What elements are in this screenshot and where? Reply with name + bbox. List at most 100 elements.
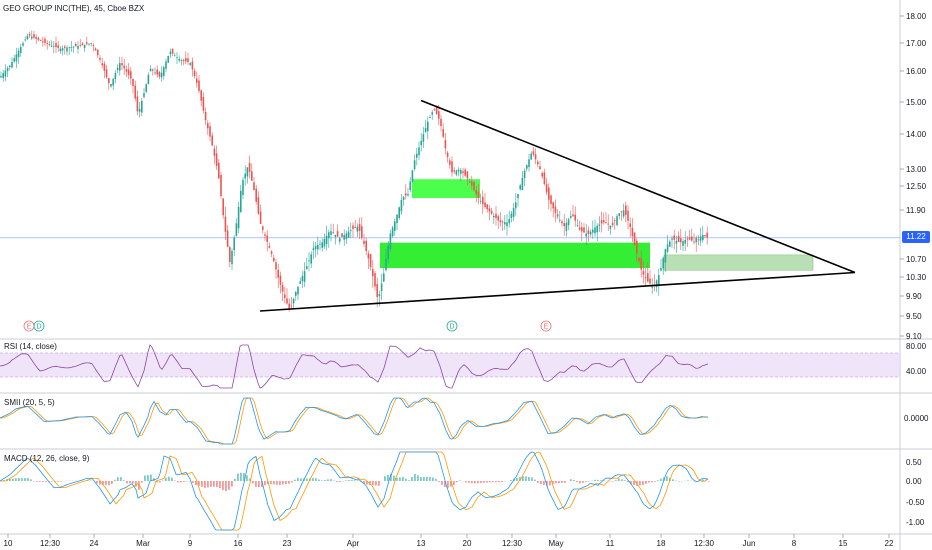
candle-body — [314, 245, 317, 250]
candle-body — [603, 220, 605, 223]
macd-histogram-bar — [105, 481, 107, 486]
time-axis[interactable]: 10 12:30 24 Mar 9 16 23 Apr 13 20 12:30 May 11 18 12:3… — [4, 534, 894, 548]
macd-histogram-bar — [129, 481, 131, 484]
candle-body — [123, 65, 125, 69]
candle-body — [477, 191, 480, 198]
candle-body — [152, 69, 154, 71]
time-tick-label: 16 — [234, 539, 243, 548]
candle-body — [479, 200, 482, 202]
candle-body — [213, 148, 216, 156]
time-tick-label: 15 — [839, 539, 848, 548]
rsi-tick-label: 80.00 — [906, 342, 927, 351]
candle-body — [198, 80, 200, 91]
event-label: E — [544, 324, 549, 331]
macd-histogram-bar — [375, 481, 377, 486]
candle-body — [358, 224, 361, 231]
macd-histogram-bar — [477, 481, 479, 484]
macd-histogram-bar — [312, 478, 314, 481]
candle-body — [631, 227, 634, 237]
macd-histogram-bar — [255, 481, 257, 487]
candle-body — [187, 58, 189, 63]
candle-body — [308, 260, 310, 262]
candle-body — [508, 219, 510, 224]
macd-histogram-bar — [264, 481, 266, 486]
macd-histogram-bar — [147, 475, 149, 481]
candle-body — [70, 47, 73, 48]
price-axis[interactable]: 18.00 17.00 16.00 15.00 14.00 13.00 12.50 11.90… — [900, 12, 927, 341]
candle-body — [530, 153, 532, 160]
macd-histogram-bar — [708, 481, 710, 482]
macd-histogram-bar — [603, 480, 605, 481]
macd-histogram-bar — [465, 481, 467, 483]
candle-body — [636, 240, 638, 254]
macd-histogram-bar — [687, 480, 689, 481]
candle-body — [616, 216, 618, 225]
macd-histogram-bar — [615, 480, 617, 481]
candle-body — [598, 224, 601, 226]
candle-body — [504, 222, 506, 225]
candle-body — [532, 151, 535, 155]
candle-body — [77, 46, 79, 49]
candle-body — [607, 223, 609, 225]
time-tick-label: Mar — [136, 539, 150, 548]
candle-body — [545, 184, 548, 193]
candle-body — [691, 236, 693, 241]
candle-body — [702, 234, 704, 241]
macd-histogram-bar — [207, 481, 209, 488]
candle-body — [33, 34, 35, 38]
candle-body — [618, 213, 620, 217]
candle-body — [138, 108, 141, 112]
candle-body — [17, 50, 20, 58]
candle-body — [394, 221, 396, 231]
macd-histogram-bar — [561, 481, 563, 483]
macd-histogram-bar — [210, 481, 212, 487]
smi-line — [0, 397, 709, 445]
candle-body — [680, 238, 682, 243]
candle-body — [686, 238, 689, 240]
candle-body — [61, 48, 64, 51]
macd-histogram-bar — [540, 481, 542, 484]
macd-histogram-bar — [57, 481, 59, 482]
candle-body — [286, 298, 288, 304]
macd-histogram-bar — [24, 478, 26, 481]
candle-body — [220, 174, 222, 196]
candle-body — [633, 232, 636, 246]
lower-trendline — [259, 271, 856, 312]
candle-body — [55, 43, 57, 48]
macd-histogram-bar — [177, 481, 179, 483]
candle-body — [354, 227, 356, 228]
candle-body — [600, 220, 603, 224]
candle-body — [550, 195, 552, 204]
candle-body — [554, 206, 557, 213]
macd-histogram-bar — [522, 476, 524, 481]
candle-body — [684, 240, 686, 244]
candle-body — [42, 41, 44, 43]
macd-label[interactable]: MACD (12, 26, close, 9) — [4, 454, 90, 463]
candle-body — [416, 153, 418, 158]
candle-body — [22, 43, 24, 46]
candle-body — [664, 249, 667, 263]
candle-body — [127, 69, 130, 76]
candle-body — [556, 214, 559, 217]
candle-body — [149, 68, 152, 72]
macd-histogram-bar — [699, 480, 701, 481]
macd-tick-label: 0.00 — [906, 477, 922, 486]
time-tick-label: Apr — [347, 539, 360, 548]
candle-body — [440, 118, 442, 126]
rsi-band — [0, 353, 900, 377]
event-circle — [540, 320, 552, 332]
candle-body — [163, 67, 165, 76]
rsi-label[interactable]: RSI (14, close) — [4, 342, 57, 351]
macd-histogram-bar — [225, 481, 227, 491]
smi-label[interactable]: SMII (20, 5, 5) — [4, 398, 55, 407]
candle-body — [374, 273, 376, 287]
candle-body — [154, 72, 156, 74]
candle-body — [704, 235, 706, 237]
candle-body — [427, 121, 429, 132]
macd-histogram-bar — [489, 481, 491, 483]
macd-histogram-bar — [168, 476, 170, 481]
macd-signal-line — [0, 451, 709, 531]
candle-body — [697, 239, 700, 241]
